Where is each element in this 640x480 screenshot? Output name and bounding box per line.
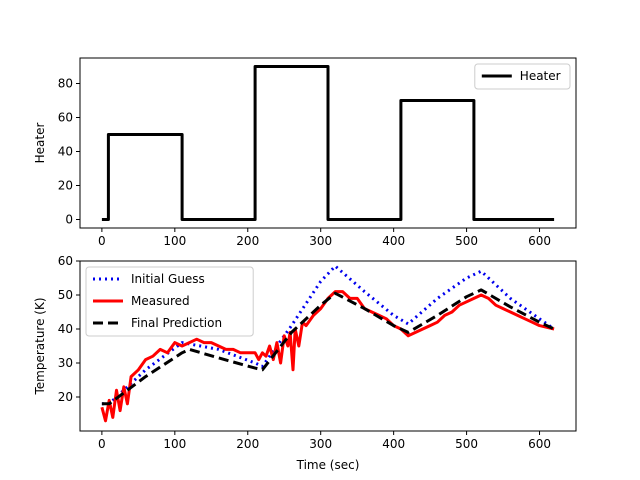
series-line-2 bbox=[101, 288, 555, 406]
x-tick-label: 400 bbox=[382, 234, 405, 248]
y-tick-label: 20 bbox=[58, 390, 73, 404]
legend-label: Measured bbox=[131, 294, 190, 308]
x-tick-label: 400 bbox=[382, 437, 405, 451]
x-tick-label: 200 bbox=[236, 234, 259, 248]
plot-lines bbox=[100, 264, 555, 423]
temperature-axes: 0 100 200 300 400 500 600 20 30 40 50 60 Temperature… bbox=[33, 254, 577, 472]
y-tick-label: 50 bbox=[58, 288, 73, 302]
legend: Heater bbox=[474, 63, 571, 90]
y-axis-label: Temperature (K) bbox=[33, 297, 47, 395]
y-tick-label: 60 bbox=[58, 111, 73, 125]
legend-label: Initial Guess bbox=[131, 272, 205, 286]
legend-box bbox=[85, 266, 254, 337]
x-tick-label: 500 bbox=[455, 234, 478, 248]
legend-label: Heater bbox=[520, 69, 561, 83]
x-tick-label: 0 bbox=[98, 437, 106, 451]
x-axis-label: Time (sec) bbox=[296, 458, 360, 472]
x-tick-label: 100 bbox=[163, 437, 186, 451]
series-line-0 bbox=[101, 65, 555, 221]
x-tick-label: 600 bbox=[528, 234, 551, 248]
series-line-0 bbox=[101, 264, 555, 406]
x-tick-label: 300 bbox=[309, 437, 332, 451]
y-tick-label: 40 bbox=[58, 145, 73, 159]
legend: Initial Guess Measured Final Prediction bbox=[85, 266, 254, 337]
axes-frame bbox=[79, 260, 577, 432]
x-tick-label: 100 bbox=[163, 234, 186, 248]
y-tick-label: 30 bbox=[58, 356, 73, 370]
x-tick-label: 200 bbox=[236, 437, 259, 451]
legend-box bbox=[474, 63, 571, 90]
x-tick-label: 500 bbox=[455, 437, 478, 451]
x-tick-label: 0 bbox=[98, 234, 106, 248]
legend-label: Final Prediction bbox=[131, 316, 222, 330]
x-tick-label: 600 bbox=[528, 437, 551, 451]
axes-frame bbox=[79, 57, 577, 229]
y-tick-label: 40 bbox=[58, 322, 73, 336]
x-tick-label: 300 bbox=[309, 234, 332, 248]
y-tick-label: 0 bbox=[65, 213, 73, 227]
y-tick-label: 20 bbox=[58, 179, 73, 193]
y-tick-label: 80 bbox=[58, 77, 73, 91]
heater-axes: 0 100 200 300 400 500 600 0 20 40 60 80 Heater Heater bbox=[33, 57, 577, 248]
plot-lines bbox=[101, 65, 555, 221]
y-tick-label: 60 bbox=[58, 254, 73, 268]
y-axis-label: Heater bbox=[33, 123, 47, 164]
